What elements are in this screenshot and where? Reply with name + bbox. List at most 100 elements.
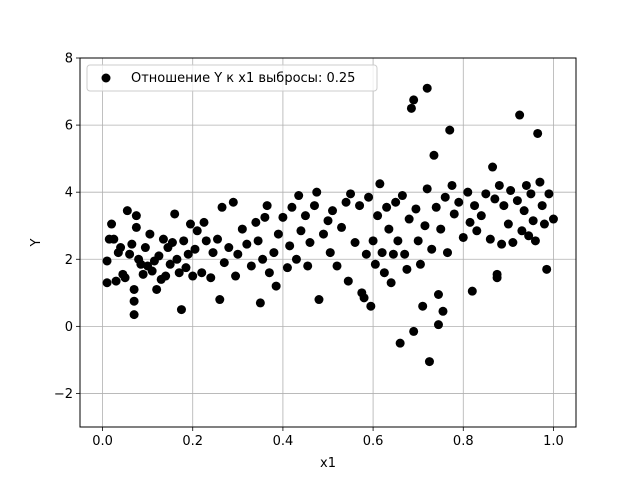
data-point (190, 244, 200, 254)
data-point (291, 254, 301, 264)
data-point (373, 211, 383, 221)
data-point (131, 211, 141, 221)
data-point (499, 201, 509, 211)
data-point (476, 211, 486, 221)
data-point (305, 238, 315, 247)
data-points (102, 83, 558, 367)
data-point (127, 239, 137, 249)
y-tick-label: 6 (65, 119, 73, 134)
data-point (328, 206, 338, 216)
data-point (515, 110, 525, 120)
data-point (285, 241, 295, 251)
data-point (436, 224, 446, 234)
data-point (125, 249, 135, 259)
data-point (120, 273, 130, 283)
data-point (433, 289, 443, 299)
data-point (472, 226, 482, 236)
data-point (237, 224, 247, 234)
data-point (197, 268, 207, 278)
data-point (544, 189, 554, 199)
data-point (382, 202, 392, 212)
data-point (429, 150, 439, 160)
data-point (343, 276, 353, 286)
data-point (287, 202, 297, 212)
y-tick-label: 2 (65, 253, 73, 268)
data-point (269, 248, 279, 258)
x-tick-label: 0.4 (273, 434, 294, 449)
data-point (497, 239, 507, 249)
data-point (440, 192, 450, 202)
data-point (185, 219, 195, 229)
y-axis-ticks: −2 0 2 4 6 8 (54, 52, 80, 402)
data-point (337, 222, 347, 232)
data-point (533, 128, 543, 138)
legend: Отношение Y к x1 выбросы: 0.25 (86, 64, 378, 92)
data-point (470, 201, 480, 211)
data-point (213, 234, 223, 244)
x-axis-label: x1 (320, 456, 336, 471)
data-point (526, 189, 536, 199)
data-point (158, 234, 168, 244)
data-point (537, 201, 547, 211)
data-point (506, 186, 516, 196)
data-point (415, 259, 425, 269)
data-point (136, 259, 146, 269)
x-tick-label: 0.2 (182, 434, 203, 449)
data-point (485, 234, 495, 244)
data-point (364, 192, 374, 202)
data-point (246, 261, 256, 271)
data-point (494, 180, 504, 190)
data-point (217, 202, 227, 212)
data-point (138, 269, 148, 279)
data-point (492, 269, 502, 279)
data-point (409, 95, 419, 105)
data-point (508, 238, 518, 247)
data-point (377, 248, 387, 258)
data-point (219, 258, 229, 268)
data-point (332, 261, 342, 271)
data-point (147, 266, 157, 276)
grid-lines (80, 57, 576, 427)
data-point (395, 338, 405, 348)
y-tick-label: 4 (65, 186, 73, 201)
data-point (192, 226, 202, 236)
data-point (165, 259, 175, 269)
data-point (208, 248, 218, 258)
data-point (188, 271, 198, 281)
data-point (199, 217, 209, 227)
data-point (481, 189, 491, 199)
data-point (424, 357, 434, 367)
data-point (282, 263, 292, 273)
x-tick-label: 0.8 (453, 434, 474, 449)
data-point (294, 191, 304, 201)
plot-frame (79, 57, 577, 428)
x-tick-label: 1.0 (543, 434, 564, 449)
legend-marker (101, 73, 111, 83)
data-point (528, 216, 538, 226)
data-point (548, 214, 558, 224)
data-point (411, 204, 421, 214)
data-point (255, 298, 265, 308)
data-point (314, 295, 324, 305)
data-point (215, 295, 225, 305)
data-point (181, 263, 191, 273)
data-point (309, 201, 319, 211)
data-point (172, 254, 182, 264)
data-point (409, 326, 419, 336)
data-point (413, 236, 423, 246)
data-point (300, 211, 310, 221)
data-point (145, 229, 155, 239)
data-point (402, 264, 412, 274)
data-point (379, 268, 389, 278)
data-point (102, 278, 112, 288)
data-point (116, 243, 126, 253)
data-point (176, 305, 186, 315)
data-point (386, 278, 396, 288)
data-point (167, 238, 177, 247)
data-point (359, 293, 369, 303)
data-point (391, 197, 401, 207)
data-point (122, 206, 132, 216)
data-point (433, 320, 443, 330)
data-point (201, 236, 211, 246)
data-point (490, 194, 500, 204)
